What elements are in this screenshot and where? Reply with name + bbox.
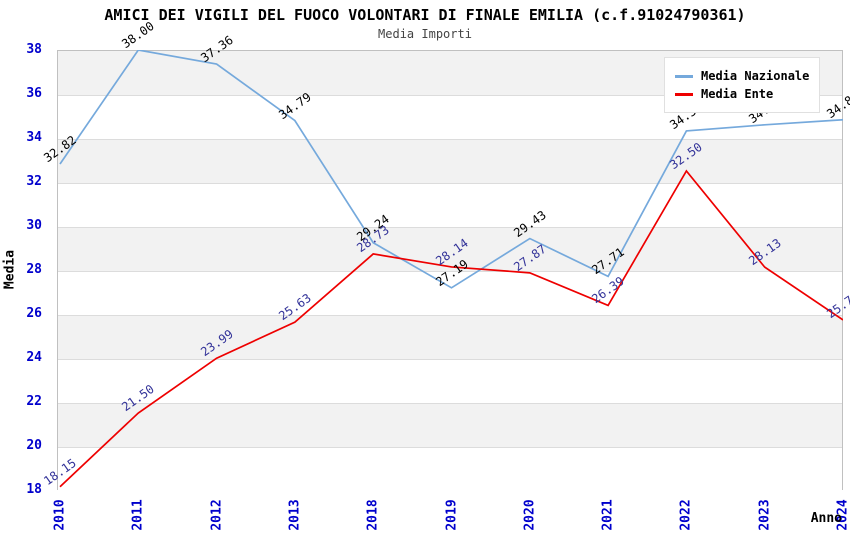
plot-band bbox=[58, 271, 842, 315]
series-lines bbox=[59, 50, 843, 488]
media-nazionale-line bbox=[59, 50, 843, 289]
gridline bbox=[58, 139, 842, 140]
y-tick-label: 32 bbox=[26, 174, 42, 189]
plot-band bbox=[58, 403, 842, 447]
plot-band bbox=[58, 447, 842, 491]
legend-swatch bbox=[675, 74, 693, 78]
gridline bbox=[58, 403, 842, 404]
x-tick-label: 2021 bbox=[600, 499, 616, 531]
media-ente-line bbox=[59, 169, 843, 488]
gridline bbox=[58, 95, 842, 96]
y-tick-label: 26 bbox=[26, 306, 42, 321]
chart-title: AMICI DEI VIGILI DEL FUOCO VOLONTARI DI … bbox=[104, 6, 746, 24]
gridline bbox=[58, 359, 842, 360]
legend-label: Media Nazionale bbox=[701, 69, 810, 83]
y-tick-label: 24 bbox=[26, 350, 42, 365]
plot-band bbox=[58, 183, 842, 227]
x-tick-label: 2020 bbox=[522, 499, 538, 531]
y-tick-label: 18 bbox=[26, 482, 42, 497]
y-tick-label: 20 bbox=[26, 438, 42, 453]
y-axis-title: Media bbox=[2, 249, 18, 290]
gridline bbox=[58, 447, 842, 448]
legend-label: Media Ente bbox=[701, 87, 774, 101]
plot-band bbox=[58, 359, 842, 403]
x-tick-label: 2023 bbox=[757, 499, 773, 531]
x-tick-label: 2019 bbox=[444, 499, 459, 531]
legend-item: Media Nazionale bbox=[675, 69, 809, 83]
plot-band bbox=[58, 227, 842, 271]
x-tick-label: 2011 bbox=[130, 499, 146, 531]
gridline bbox=[58, 271, 842, 272]
gridline bbox=[58, 315, 842, 316]
legend: Media Nazionale Media Ente bbox=[664, 57, 821, 113]
x-tick-label: 2012 bbox=[209, 499, 225, 531]
x-tick-label: 2013 bbox=[287, 499, 303, 531]
y-tick-label: 22 bbox=[26, 394, 42, 409]
chart-subtitle: Media Importi bbox=[378, 27, 472, 41]
plot-band bbox=[58, 139, 842, 183]
plot-band bbox=[58, 315, 842, 359]
y-tick-label: 30 bbox=[26, 218, 42, 233]
x-tick-label: 2022 bbox=[678, 499, 694, 531]
legend-swatch bbox=[675, 92, 693, 96]
gridline bbox=[58, 227, 842, 228]
x-tick-label: 2018 bbox=[365, 499, 381, 531]
x-axis-title: Anno bbox=[810, 511, 842, 526]
y-tick-label: 34 bbox=[26, 130, 42, 145]
y-tick-label: 28 bbox=[26, 262, 42, 277]
x-tick-label: 2010 bbox=[52, 499, 68, 531]
legend-item: Media Ente bbox=[675, 87, 809, 101]
gridline bbox=[58, 183, 842, 184]
y-tick-label: 38 bbox=[26, 42, 42, 57]
y-tick-label: 36 bbox=[26, 86, 42, 101]
